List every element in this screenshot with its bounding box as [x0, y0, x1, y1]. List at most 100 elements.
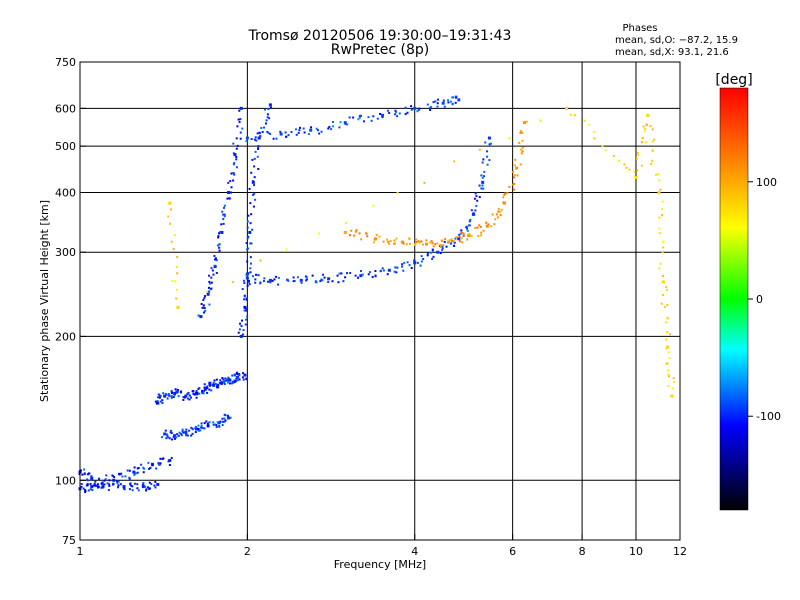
echo-dot [275, 137, 278, 140]
echo-dot [410, 105, 413, 108]
echo-dot [305, 278, 308, 281]
echo-dot [223, 215, 226, 218]
echo-dot [473, 197, 476, 200]
echo-dot [209, 282, 212, 285]
echo-dot [186, 397, 189, 400]
echo-dot [236, 144, 239, 147]
echo-dot [236, 371, 239, 374]
echo-dot [121, 475, 124, 478]
echo-dot [665, 286, 668, 289]
data-point [176, 305, 180, 309]
echo-dot [217, 235, 220, 238]
chart-subtitle: RwPretec (8p) [331, 42, 429, 58]
echo-dot [206, 391, 209, 394]
echo-dot [133, 473, 136, 476]
echo-dot [227, 181, 230, 184]
echo-dot [170, 240, 173, 243]
echo-dot [660, 302, 663, 305]
echo-dot [218, 246, 221, 249]
echo-dot [656, 173, 659, 176]
echo-dot [185, 433, 188, 436]
echo-dot [155, 401, 158, 404]
echo-dot [128, 477, 131, 480]
echo-dot [142, 482, 145, 485]
echo-dot [254, 198, 257, 201]
echo-dot [210, 287, 213, 290]
echo-dot [235, 166, 238, 169]
echo-dot [285, 135, 288, 138]
data-point [163, 394, 167, 398]
echo-dot [360, 238, 363, 241]
echo-dot [213, 423, 216, 426]
echo-dot [249, 271, 252, 274]
echo-dot [162, 457, 165, 460]
echo-dot [661, 293, 664, 296]
echo-dot [436, 105, 439, 108]
echo-dot [202, 392, 205, 395]
echo-dot [640, 141, 643, 144]
echo-dot [439, 243, 442, 246]
echo-dot [174, 234, 177, 237]
echo-dot [279, 130, 282, 133]
echo-dot [249, 242, 252, 245]
data-point [343, 121, 347, 125]
echo-dot [371, 275, 374, 278]
echo-dot [188, 429, 191, 432]
echo-dot [84, 489, 87, 492]
echo-dot [394, 113, 397, 116]
echo-dot [358, 232, 361, 235]
echo-dot [203, 386, 206, 389]
echo-dot [469, 234, 472, 237]
echo-dot [226, 197, 229, 200]
echo-dot [86, 484, 89, 487]
y-tick-label: 600 [55, 102, 76, 115]
data-point [122, 485, 126, 489]
echo-dot [235, 147, 238, 150]
echo-dot [474, 227, 477, 230]
echo-dot [426, 103, 429, 106]
echo-dot [420, 240, 423, 243]
echo-dot [239, 322, 242, 325]
echo-dot [460, 231, 463, 234]
echo-dot [123, 488, 126, 491]
echo-dot [662, 274, 665, 277]
echo-dot [404, 113, 407, 116]
echo-dot [233, 173, 236, 176]
echo-dot [206, 387, 209, 390]
echo-dot [239, 131, 242, 134]
echo-dot [508, 137, 511, 140]
echo-dot [342, 280, 345, 283]
echo-dot [215, 272, 218, 275]
echo-dot [658, 216, 661, 219]
echo-dot [244, 323, 247, 326]
echo-dot [521, 139, 524, 142]
echo-dot [253, 176, 256, 179]
echo-dot [431, 257, 434, 260]
echo-dot [662, 246, 665, 249]
echo-dot [116, 482, 119, 485]
echo-dot [490, 225, 493, 228]
echo-dot [208, 381, 211, 384]
data-point [515, 166, 519, 170]
echo-dot [644, 141, 647, 144]
echo-dot [254, 281, 257, 284]
echo-dot [235, 377, 238, 380]
echo-dot [88, 472, 91, 475]
echo-dot [175, 390, 178, 393]
echo-dot [200, 422, 203, 425]
echo-dot [177, 395, 180, 398]
echo-dot [117, 480, 120, 483]
echo-dot [208, 274, 211, 277]
echo-dot [206, 425, 209, 428]
echo-dot [466, 229, 469, 232]
echo-dot [241, 376, 244, 379]
echo-dot [485, 150, 488, 153]
echo-dot [425, 239, 428, 242]
data-point [309, 128, 313, 132]
echo-dot [521, 150, 524, 153]
echo-dot [274, 275, 277, 278]
echo-dot [251, 275, 254, 278]
echo-dot [238, 121, 241, 124]
echo-dot [133, 482, 136, 485]
echo-dot [240, 319, 243, 322]
